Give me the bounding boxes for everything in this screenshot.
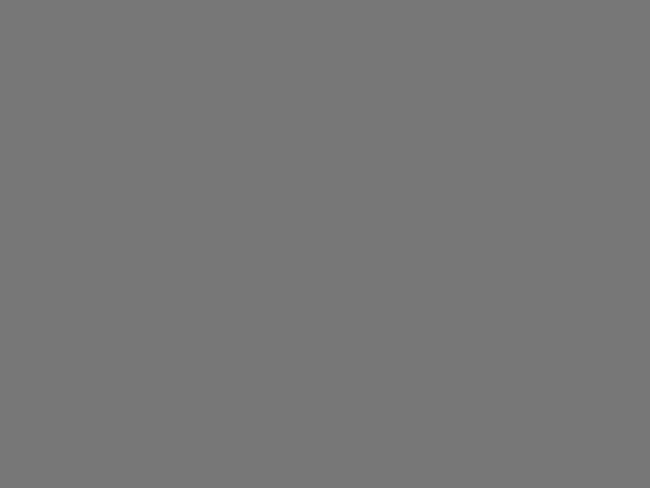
cad-viewport[interactable] <box>0 0 650 488</box>
hull-plating-3d-scene[interactable] <box>0 0 650 488</box>
